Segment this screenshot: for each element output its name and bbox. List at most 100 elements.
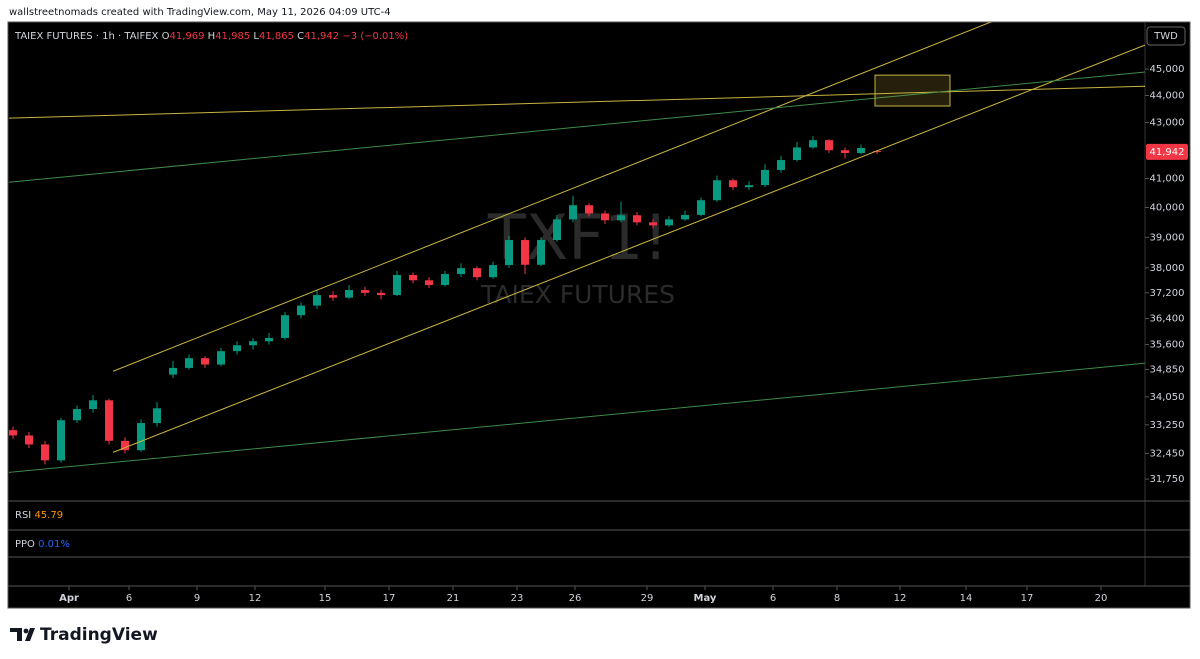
- y-tick-label: 34,850: [1150, 365, 1185, 376]
- candle-body: [569, 205, 577, 220]
- candle-body: [297, 305, 305, 316]
- candle-body: [57, 420, 65, 461]
- indicator-value: 0.01%: [38, 539, 70, 550]
- x-tick-label: 17: [383, 593, 396, 604]
- change: −3 (−0.01%): [342, 31, 408, 42]
- x-tick-label: 23: [511, 593, 524, 604]
- candle-body: [329, 295, 337, 298]
- x-tick-label: 20: [1095, 593, 1108, 604]
- candle-body: [409, 274, 417, 281]
- candle-body: [489, 265, 497, 278]
- candle-body: [825, 140, 833, 151]
- x-tick-label: 26: [569, 593, 582, 604]
- watermark-name: TAIEX FUTURES: [480, 280, 675, 309]
- candle-body: [537, 240, 545, 265]
- candle-body: [665, 219, 673, 226]
- x-tick-label: May: [694, 593, 717, 604]
- plot: [9, 22, 1145, 473]
- ohlc-value: 41,942: [304, 31, 339, 42]
- x-tick-label: 6: [126, 593, 132, 604]
- ohlc-key: H: [208, 31, 216, 42]
- candle-body: [233, 345, 241, 352]
- ohlc-key: C: [297, 31, 304, 42]
- candle-body: [121, 440, 129, 451]
- last-price-label: 41,942: [1150, 147, 1185, 158]
- candle-body: [153, 408, 161, 424]
- credit: wallstreetnomads created with TradingVie…: [9, 7, 391, 18]
- symbol: TAIEX FUTURES · 1h · TAIFEX: [14, 31, 159, 42]
- candle-body: [393, 274, 401, 296]
- y-tick-label: 41,000: [1150, 174, 1185, 185]
- candle-body: [89, 400, 97, 410]
- candle-body: [9, 430, 17, 436]
- y-tick-label: 33,250: [1150, 420, 1185, 431]
- indicator: PPO 0.01%: [15, 539, 70, 550]
- candle-body: [633, 215, 641, 223]
- candle-body: [729, 180, 737, 188]
- candle-body: [601, 213, 609, 221]
- candle-body: [521, 240, 529, 265]
- indicator-value: 45.79: [34, 510, 63, 521]
- ohlc-value: 41,969: [169, 31, 204, 42]
- candle-body: [457, 268, 465, 275]
- y-tick-label: 36,400: [1150, 313, 1185, 324]
- currency-box[interactable]: [1146, 26, 1186, 46]
- ohlc-key: O: [162, 31, 170, 42]
- watermark: TXF1! TAIEX FUTURES: [480, 201, 675, 309]
- candle-body: [313, 295, 321, 306]
- y-tick-label: 39,000: [1150, 232, 1185, 243]
- candle-body: [217, 351, 225, 365]
- candle-body: [265, 337, 273, 342]
- last-price-tag: [1146, 143, 1188, 160]
- brand: TradingView: [40, 625, 158, 645]
- candle-body: [841, 150, 849, 154]
- candle-body: [649, 222, 657, 226]
- candle-body: [105, 400, 113, 441]
- candle-body: [201, 358, 209, 365]
- y-tick-label: 45,000: [1150, 64, 1185, 75]
- x-tick-label: 29: [641, 593, 654, 604]
- candle-body: [281, 315, 289, 338]
- axes: 45,000 44,000 43,000 41,000 40,000 39,000 38,0…: [59, 64, 1188, 604]
- candle-body: [441, 274, 449, 285]
- candle-body: [361, 290, 369, 293]
- candle-body: [553, 219, 561, 241]
- x-tick-label: 8: [834, 593, 840, 604]
- x-tick-label: 12: [894, 593, 907, 604]
- x-tick-label: 9: [194, 593, 200, 604]
- candle-body: [809, 140, 817, 148]
- candle-body: [169, 367, 177, 375]
- candle-body: [617, 215, 625, 221]
- brand-logo: [10, 628, 35, 641]
- candle-body: [185, 358, 193, 368]
- ohlc-value: 41,865: [259, 31, 294, 42]
- y-tick-label: 31,750: [1150, 474, 1185, 485]
- candle-body: [713, 180, 721, 201]
- candle-body: [777, 160, 785, 170]
- candle-body: [425, 280, 433, 285]
- x-tick-label: 6: [770, 593, 776, 604]
- y-tick-label: 40,000: [1150, 203, 1185, 214]
- trend-line: [9, 71, 1145, 183]
- x-tick-label: 21: [447, 593, 460, 604]
- candle-body: [697, 200, 705, 215]
- trend-line: [112, 44, 1145, 453]
- indicator-name: RSI: [15, 510, 31, 521]
- y-tick-label: 37,200: [1150, 288, 1185, 299]
- y-tick-label: 32,450: [1150, 448, 1185, 459]
- currency[interactable]: TWD: [1153, 31, 1178, 42]
- candle-body: [793, 147, 801, 161]
- y-tick-label: 43,000: [1150, 118, 1185, 129]
- candle-body: [761, 169, 769, 186]
- candle-body: [745, 185, 753, 188]
- indicator-name: PPO: [15, 539, 35, 550]
- y-tick-label: 44,000: [1150, 91, 1185, 102]
- trend-line: [9, 85, 1145, 119]
- indicator: RSI 45.79: [15, 510, 63, 521]
- y-tick-label: 38,000: [1150, 263, 1185, 274]
- candle-body: [681, 214, 689, 220]
- x-tick-label: 15: [319, 593, 332, 604]
- x-tick-label: Apr: [59, 593, 79, 604]
